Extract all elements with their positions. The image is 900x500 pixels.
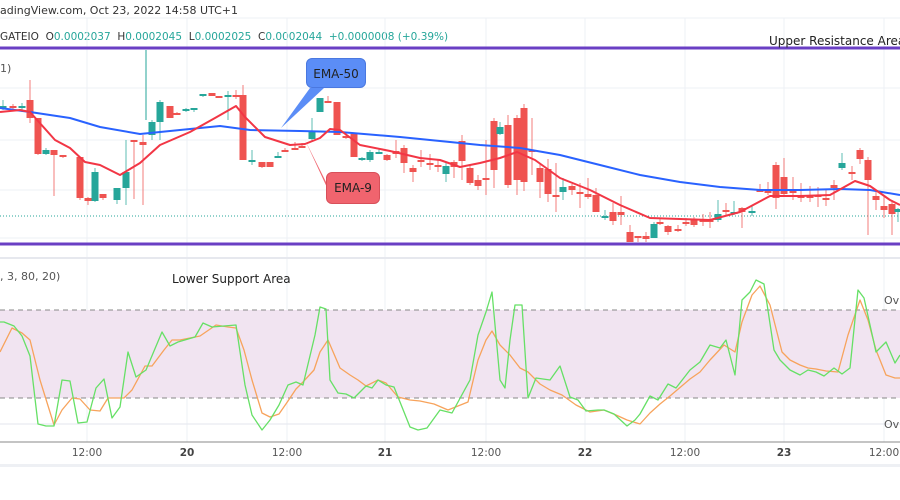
open-value: 0.0002037 xyxy=(53,31,111,43)
oversold-label: Ov xyxy=(884,418,900,431)
x-axis-tick-3: 21 xyxy=(377,447,393,459)
low-value: 0.0002025 xyxy=(194,31,252,43)
ema50-callout: EMA-50 xyxy=(306,58,366,88)
x-axis-tick-2: 12:00 xyxy=(271,447,303,459)
x-axis-tick-0: 12:00 xyxy=(71,447,103,459)
high-value: 0.0002045 xyxy=(125,31,183,43)
overbought-label: Ov xyxy=(884,294,900,307)
ema9-callout: EMA-9 xyxy=(326,172,380,204)
ohlc-legend: GATEIO O0.0002037 H0.0002045 L0.0002025 … xyxy=(0,31,449,43)
symbol-label: GATEIO xyxy=(0,31,39,43)
ema-indicator-label: 1) xyxy=(0,62,12,75)
close-value: 0.0002044 xyxy=(265,31,323,43)
change-value: +0.0000008 (+0.39%) xyxy=(328,31,449,43)
watermark-title: adingView.com, Oct 23, 2022 14:58 UTC+1 xyxy=(0,4,239,17)
x-axis-tick-4: 12:00 xyxy=(470,447,502,459)
x-axis-tick-1: 20 xyxy=(179,447,195,459)
stoch-indicator-label: , 3, 80, 20) xyxy=(0,270,61,283)
upper-resistance-label: Upper Resistance Area xyxy=(769,34,900,48)
lower-support-label: Lower Support Area xyxy=(172,272,291,286)
x-axis-tick-8: 12:00 xyxy=(868,447,900,459)
x-axis-tick-6: 12:00 xyxy=(669,447,701,459)
x-axis-tick-7: 23 xyxy=(776,447,792,459)
x-axis-tick-5: 22 xyxy=(577,447,593,459)
